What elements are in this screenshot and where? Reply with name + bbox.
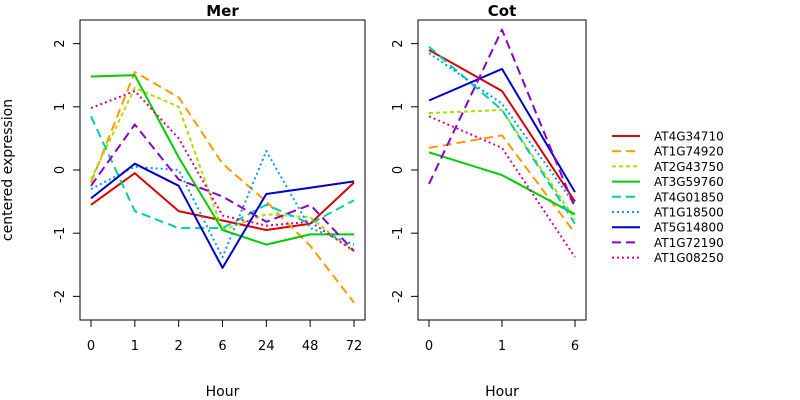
plot-frame: [79, 19, 366, 321]
y-tick-label: 0: [391, 166, 406, 174]
legend: AT4G34710AT1G74920AT2G43750AT3G59760AT4G…: [612, 130, 724, 265]
x-axis-label: Hour: [485, 384, 519, 400]
panel-title: Cot: [488, 2, 516, 20]
x-tick-label: 72: [346, 339, 363, 354]
series-line-at1g72190: [90, 123, 355, 252]
series-line-at4g01850: [428, 46, 576, 225]
y-tick-label: 0: [53, 166, 68, 174]
legend-label: AT1G72190: [654, 236, 724, 250]
x-tick-label: 0: [87, 339, 95, 354]
y-tick-label: -1: [391, 227, 406, 240]
legend-label: AT5G14800: [654, 221, 724, 235]
series-line-at3g59760: [90, 74, 354, 246]
x-tick-label: 6: [218, 339, 226, 354]
legend-label: AT4G34710: [654, 130, 724, 144]
series-line-at4g34710: [428, 49, 576, 203]
panel-mer: Mer 0 1 2 6 24 48 72 Hour -2 -1 0 1 2 centered express…: [0, 2, 366, 400]
x-tick-label: 2: [175, 339, 183, 354]
x-tick-label: 0: [425, 339, 433, 354]
x-axis-label: Hour: [206, 384, 240, 400]
y-tick-label: -2: [53, 290, 68, 303]
x-tick-label: 1: [131, 339, 139, 354]
series-line-at1g08250: [428, 115, 576, 258]
x-tick-label: 24: [258, 339, 275, 354]
legend-label: AT2G43750: [654, 160, 724, 174]
x-tick-label: 48: [302, 339, 319, 354]
series-line-at4g01850: [90, 115, 355, 230]
series-line-at3g59760: [428, 151, 576, 216]
panel-title: Mer: [206, 2, 239, 20]
y-tick-label: 2: [391, 39, 406, 47]
legend-label: AT1G18500: [654, 206, 724, 220]
x-tick-label: 6: [571, 339, 579, 354]
series-line-at1g08250: [90, 90, 355, 252]
y-tick-label: 1: [53, 103, 68, 111]
y-tick-label: 1: [391, 103, 406, 111]
series-line-at1g74920: [90, 71, 355, 304]
series-line-at5g14800: [90, 162, 355, 269]
panel-cot: Cot 0 1 6 Hour -2 -1 0 1 2: [391, 2, 587, 400]
y-tick-label: -1: [53, 227, 68, 240]
series-line-at1g18500: [90, 150, 355, 259]
x-tick-label: 1: [498, 339, 506, 354]
series-line-at1g72190: [428, 28, 576, 209]
series-line-at2g43750: [428, 109, 576, 220]
series-line-at2g43750: [90, 86, 355, 253]
legend-label: AT4G01850: [654, 190, 724, 204]
legend-label: AT1G74920: [654, 145, 724, 159]
series-line-at1g74920: [428, 134, 576, 234]
y-tick-label: -2: [391, 290, 406, 303]
y-tick-label: 2: [53, 39, 68, 47]
legend-label: AT3G59760: [654, 175, 724, 189]
y-axis-label: centered expression: [0, 99, 16, 241]
series-line-at4g34710: [90, 172, 355, 231]
series-line-at1g18500: [428, 52, 576, 206]
legend-label: AT1G08250: [654, 251, 724, 265]
